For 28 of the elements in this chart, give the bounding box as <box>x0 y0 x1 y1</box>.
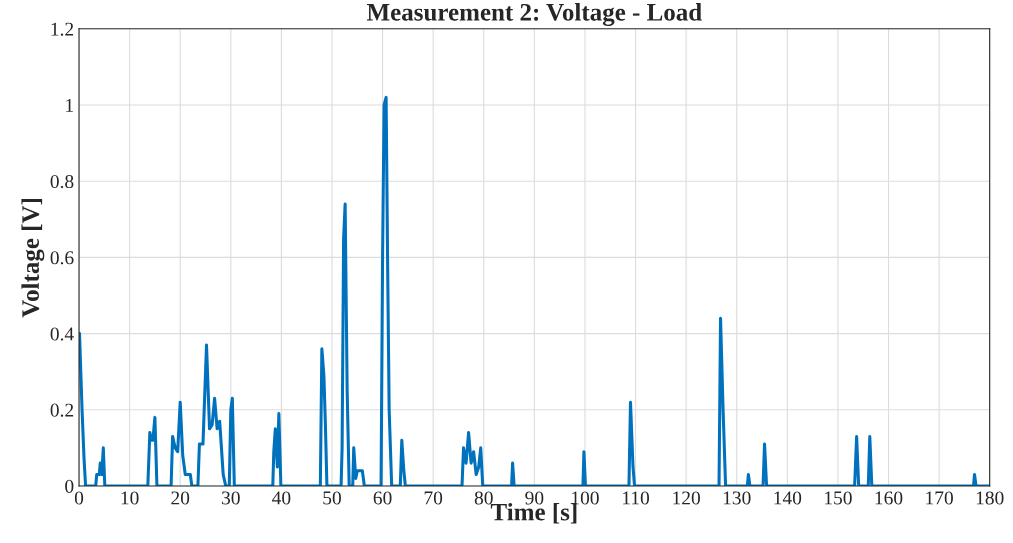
y-tick-label: 0.6 <box>50 251 74 265</box>
x-tick-label: 170 <box>926 491 953 505</box>
x-tick-label: 50 <box>323 491 341 505</box>
chart-title: Measurement 2: Voltage - Load <box>366 3 702 26</box>
x-tick-label: 180 <box>976 491 1004 505</box>
x-tick-label: 110 <box>623 491 650 505</box>
y-tick-label: 0 <box>65 479 74 493</box>
y-tick-label: 0.8 <box>50 175 74 189</box>
x-tick-label: 80 <box>474 491 493 505</box>
x-tick-label: 130 <box>723 491 751 505</box>
x-tick-label: 140 <box>774 491 802 505</box>
x-tick-label: 60 <box>373 491 392 505</box>
x-tick-label: 10 <box>121 491 139 505</box>
x-tick-label: 160 <box>875 491 903 505</box>
y-tick-label: 0.4 <box>50 327 74 341</box>
x-tick-label: 100 <box>572 491 599 505</box>
y-tick-label: 1.2 <box>51 22 74 36</box>
y-axis-title: Voltage [V] <box>21 198 45 318</box>
x-tick-label: 0 <box>74 491 84 505</box>
x-tick-label: 120 <box>673 491 700 505</box>
y-tick-label: 0.2 <box>50 403 74 417</box>
x-tick-label: 40 <box>272 491 291 505</box>
x-tick-label: 150 <box>825 491 852 505</box>
x-tick-label: 70 <box>424 491 443 505</box>
x-tick-label: 90 <box>525 491 544 505</box>
y-tick-label: 1 <box>66 98 73 112</box>
x-tick-label: 20 <box>171 491 190 505</box>
x-tick-label: 30 <box>222 491 240 505</box>
